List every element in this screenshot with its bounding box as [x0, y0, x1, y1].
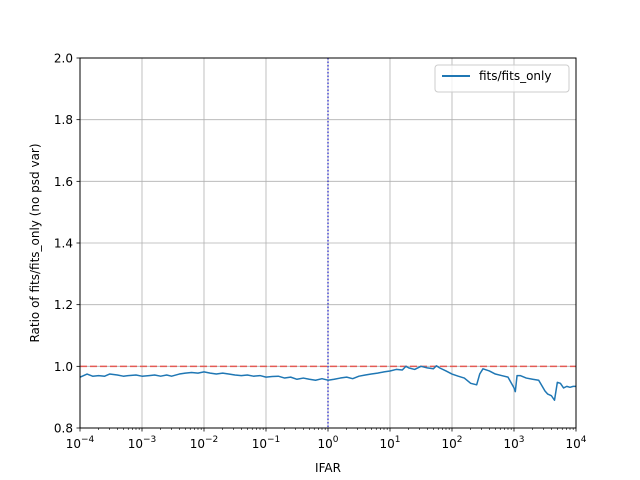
x-tick-label: 101 [379, 435, 400, 451]
x-tick-label: 104 [565, 435, 586, 451]
x-tick-label: 10−1 [252, 435, 281, 451]
y-tick-label: 1.4 [54, 237, 73, 251]
y-tick-label: 0.8 [54, 422, 73, 436]
x-axis: 10−4 10−3 10−2 10−1 100 101 102 103 104 [66, 428, 587, 451]
y-tick-label: 1.6 [54, 175, 73, 189]
x-tick-label: 10−3 [128, 435, 157, 451]
x-tick-label: 10−2 [190, 435, 219, 451]
y-tick-label: 1.0 [54, 360, 73, 374]
y-axis-label: Ratio of fits/fits_only (no psd var) [28, 143, 42, 342]
series-line [79, 364, 576, 401]
legend-label: fits/fits_only [479, 69, 551, 83]
series-layer [79, 364, 576, 401]
x-axis-label: IFAR [315, 461, 341, 475]
legend-box [434, 64, 570, 93]
x-tick-label: 102 [441, 435, 462, 451]
x-tick-label: 100 [317, 435, 338, 451]
y-tick-label: 1.8 [54, 113, 73, 127]
reference-lines [80, 58, 576, 428]
x-tick-label: 10−4 [66, 435, 95, 451]
y-axis: 0.8 1.0 1.2 1.4 1.6 1.8 2.0 [54, 52, 80, 436]
y-tick-label: 2.0 [54, 52, 73, 66]
y-tick-label: 1.2 [54, 298, 73, 312]
legend: fits/fits_only [434, 64, 570, 93]
x-tick-label: 103 [503, 435, 524, 451]
